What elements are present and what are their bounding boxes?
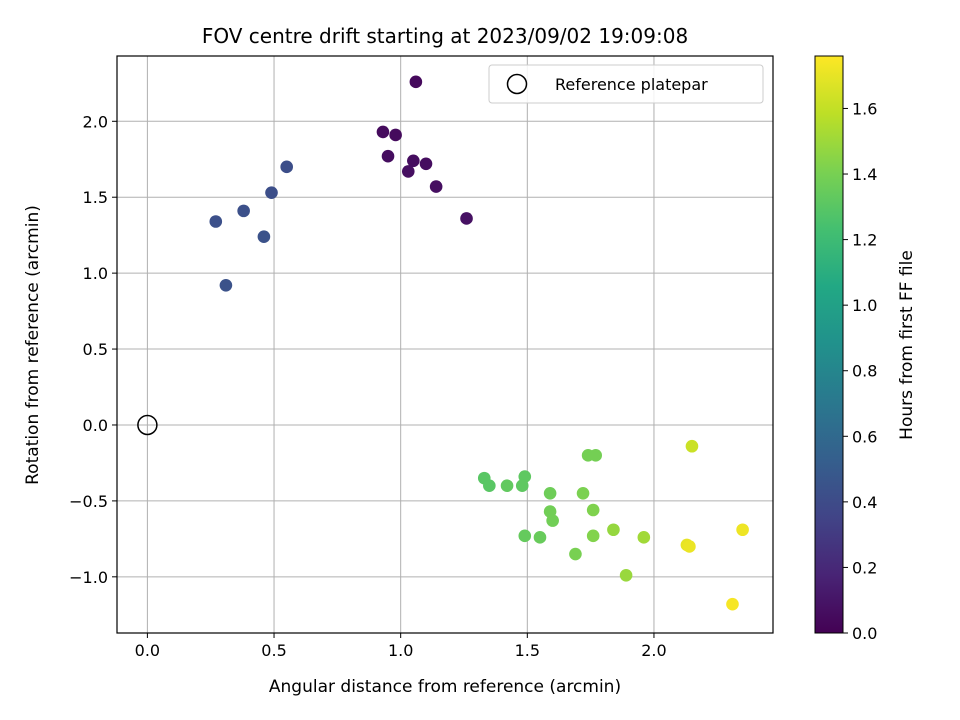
legend-box: [488, 64, 764, 104]
data-point: [460, 212, 473, 225]
colorbar-tick-label: 1.6: [852, 99, 877, 118]
x-tick-label: 0.5: [261, 641, 286, 660]
data-point: [607, 523, 620, 537]
data-point: [401, 165, 415, 178]
y-tick-label: −1.0: [69, 568, 108, 587]
data-point: [419, 157, 433, 171]
data-point: [637, 531, 651, 544]
colorbar-tick-label: 0.4: [852, 493, 877, 512]
data-point: [237, 204, 250, 218]
data-point: [483, 479, 496, 493]
colorbar-tick-label: 1.0: [852, 296, 877, 315]
x-tick-label: 0.0: [135, 641, 160, 660]
data-point: [376, 125, 390, 139]
data-point: [619, 569, 633, 582]
data-point: [586, 503, 600, 517]
data-point: [546, 514, 559, 527]
x-tick-label: 2.0: [641, 641, 666, 660]
data-point: [543, 487, 557, 500]
colorbar-tick-label: 0.2: [852, 558, 877, 577]
data-point: [219, 278, 233, 292]
data-point: [518, 529, 532, 543]
data-point: [683, 540, 696, 553]
data-point: [736, 523, 749, 537]
chart-title: FOV centre drift starting at 2023/09/02 …: [202, 24, 688, 48]
colorbar-tick-label: 1.4: [852, 165, 877, 184]
colorbar: 0.0 0.2 0.4 0.6 0.8 1.0 1.2 1.4 1.6 Hours from f…: [814, 55, 917, 643]
data-point: [280, 160, 293, 174]
y-tick-label: 2.0: [83, 112, 108, 131]
reference-marker-layer: [137, 414, 158, 436]
grid-lines: [117, 56, 773, 633]
y-tick-label: 0.5: [83, 340, 108, 359]
colorbar-tick-label: 0.0: [852, 624, 877, 643]
data-points: [209, 75, 749, 611]
colorbar-tick-label: 0.6: [852, 427, 877, 446]
data-point: [685, 439, 699, 453]
data-point: [500, 479, 514, 493]
legend: Reference platepar: [488, 64, 764, 104]
colorbar-label: Hours from first FF file: [897, 250, 917, 440]
data-point: [533, 531, 547, 544]
reference-platepar-marker: [137, 414, 158, 436]
data-point: [576, 487, 590, 500]
plot-area: 0.0 0.5 1.0 1.5 2.0 −1.0 −0.5 0.0 0.5 1.0 1.5 2.0: [69, 55, 774, 660]
data-point: [381, 149, 395, 163]
colorbar-gradient: [814, 55, 844, 634]
colorbar-ticks: 0.0 0.2 0.4 0.6 0.8 1.0 1.2 1.4 1.6: [843, 99, 877, 643]
y-axis-label: Rotation from reference (arcmin): [23, 205, 43, 485]
y-axis-ticks: −1.0 −0.5 0.0 0.5 1.0 1.5 2.0: [69, 112, 117, 587]
colorbar-tick-label: 0.8: [852, 362, 877, 381]
data-point: [589, 449, 603, 462]
data-point: [389, 128, 402, 142]
plot-frame: [116, 55, 774, 634]
x-tick-label: 1.5: [515, 641, 540, 660]
data-point: [586, 529, 600, 543]
x-axis-ticks: 0.0 0.5 1.0 1.5 2.0: [135, 633, 667, 660]
data-point: [409, 75, 423, 89]
legend-reference-marker: [506, 73, 528, 95]
data-point: [515, 479, 529, 493]
data-point: [726, 597, 739, 611]
y-tick-label: 0.0: [83, 416, 108, 435]
y-tick-label: 1.0: [83, 264, 108, 283]
x-axis-label: Angular distance from reference (arcmin): [269, 677, 621, 697]
data-point: [265, 186, 278, 199]
data-point: [569, 547, 582, 561]
colorbar-tick-label: 1.2: [852, 231, 877, 250]
y-tick-label: 1.5: [83, 188, 108, 207]
data-point: [257, 230, 271, 243]
data-point: [209, 215, 223, 228]
data-point: [429, 180, 443, 193]
data-point: [407, 154, 420, 168]
x-tick-label: 1.0: [388, 641, 413, 660]
legend-label-reference: Reference platepar: [555, 75, 708, 94]
y-tick-label: −0.5: [69, 492, 108, 511]
